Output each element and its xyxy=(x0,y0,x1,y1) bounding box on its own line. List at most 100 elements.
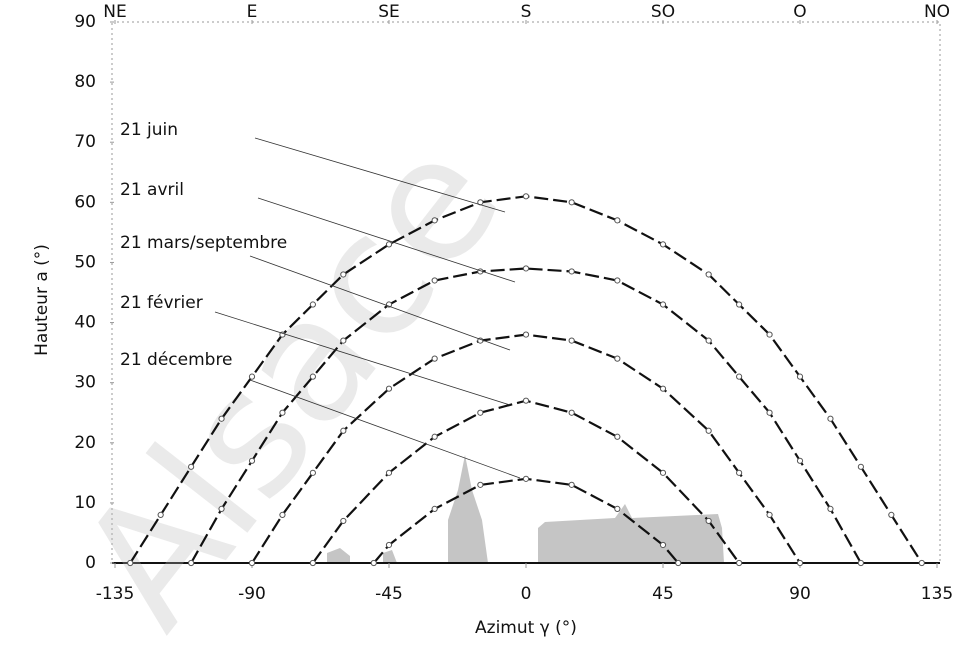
marker xyxy=(660,542,665,547)
marker xyxy=(280,512,285,517)
chart: Azimut γ (°) Hauteur a (°) Alsace 010203… xyxy=(0,0,975,651)
marker xyxy=(767,512,772,517)
marker xyxy=(569,338,574,343)
series-label: 21 mars/septembre xyxy=(120,233,287,253)
y-axis-label: Hauteur a (°) xyxy=(32,244,52,356)
series-label: 21 décembre xyxy=(120,350,233,370)
top-tick-label: S xyxy=(521,2,532,22)
x-tick-label: 90 xyxy=(789,584,811,604)
top-tick-label: SE xyxy=(378,2,400,22)
y-tick-label: 50 xyxy=(74,252,96,272)
marker xyxy=(737,374,742,379)
marker xyxy=(249,560,254,565)
marker xyxy=(341,428,346,433)
marker xyxy=(310,302,315,307)
marker xyxy=(858,560,863,565)
marker xyxy=(386,386,391,391)
marker xyxy=(615,356,620,361)
marker xyxy=(249,374,254,379)
series-label: 21 avril xyxy=(120,180,184,200)
y-tick-label: 80 xyxy=(74,72,96,92)
y-tick-label: 60 xyxy=(74,192,96,212)
marker xyxy=(569,269,574,274)
y-tick-label: 90 xyxy=(74,12,96,32)
marker xyxy=(706,518,711,523)
marker xyxy=(128,560,133,565)
y-tick-label: 10 xyxy=(74,493,96,513)
marker xyxy=(767,332,772,337)
marker xyxy=(386,242,391,247)
marker xyxy=(341,272,346,277)
y-tick-label: 20 xyxy=(74,433,96,453)
marker xyxy=(706,338,711,343)
marker xyxy=(523,194,528,199)
marker xyxy=(478,410,483,415)
marker xyxy=(189,464,194,469)
marker xyxy=(828,506,833,511)
marker xyxy=(219,506,224,511)
marker xyxy=(797,458,802,463)
x-tick-label: -45 xyxy=(375,584,403,604)
marker xyxy=(523,332,528,337)
marker xyxy=(310,560,315,565)
marker xyxy=(767,410,772,415)
marker xyxy=(569,482,574,487)
x-tick-label: -90 xyxy=(238,584,266,604)
marker xyxy=(341,338,346,343)
x-tick-label: 0 xyxy=(521,584,532,604)
marker xyxy=(432,434,437,439)
marker xyxy=(660,386,665,391)
marker xyxy=(432,356,437,361)
series-label: 21 juin xyxy=(120,120,178,140)
marker xyxy=(523,266,528,271)
marker xyxy=(158,512,163,517)
marker xyxy=(858,464,863,469)
y-tick-label: 70 xyxy=(74,132,96,152)
marker xyxy=(569,410,574,415)
marker xyxy=(737,560,742,565)
x-axis-label: Azimut γ (°) xyxy=(475,618,577,638)
marker xyxy=(249,458,254,463)
marker xyxy=(432,506,437,511)
marker xyxy=(737,302,742,307)
marker xyxy=(523,398,528,403)
marker xyxy=(280,410,285,415)
marker xyxy=(615,506,620,511)
marker xyxy=(386,542,391,547)
marker xyxy=(828,416,833,421)
marker xyxy=(889,512,894,517)
marker xyxy=(432,278,437,283)
marker xyxy=(371,560,376,565)
marker xyxy=(919,560,924,565)
marker xyxy=(478,482,483,487)
top-tick-label: E xyxy=(247,2,258,22)
x-tick-label: 45 xyxy=(652,584,674,604)
marker xyxy=(615,218,620,223)
top-tick-label: NO xyxy=(924,2,950,22)
marker xyxy=(797,560,802,565)
marker xyxy=(660,470,665,475)
marker xyxy=(523,476,528,481)
marker xyxy=(219,416,224,421)
marker xyxy=(737,470,742,475)
top-tick-label: NE xyxy=(103,2,126,22)
marker xyxy=(797,374,802,379)
marker xyxy=(386,470,391,475)
marker xyxy=(615,434,620,439)
marker xyxy=(569,200,574,205)
y-tick-label: 40 xyxy=(74,313,96,333)
y-tick-label: 0 xyxy=(85,553,96,573)
marker xyxy=(310,374,315,379)
watermark: Alsace xyxy=(42,103,539,651)
marker xyxy=(615,278,620,283)
marker xyxy=(310,470,315,475)
marker xyxy=(189,560,194,565)
top-tick-label: O xyxy=(793,2,806,22)
marker xyxy=(706,272,711,277)
marker xyxy=(676,560,681,565)
x-tick-label: 135 xyxy=(921,584,953,604)
top-tick-label: SO xyxy=(651,2,675,22)
series-label: 21 février xyxy=(120,293,203,313)
marker xyxy=(660,242,665,247)
marker xyxy=(341,518,346,523)
